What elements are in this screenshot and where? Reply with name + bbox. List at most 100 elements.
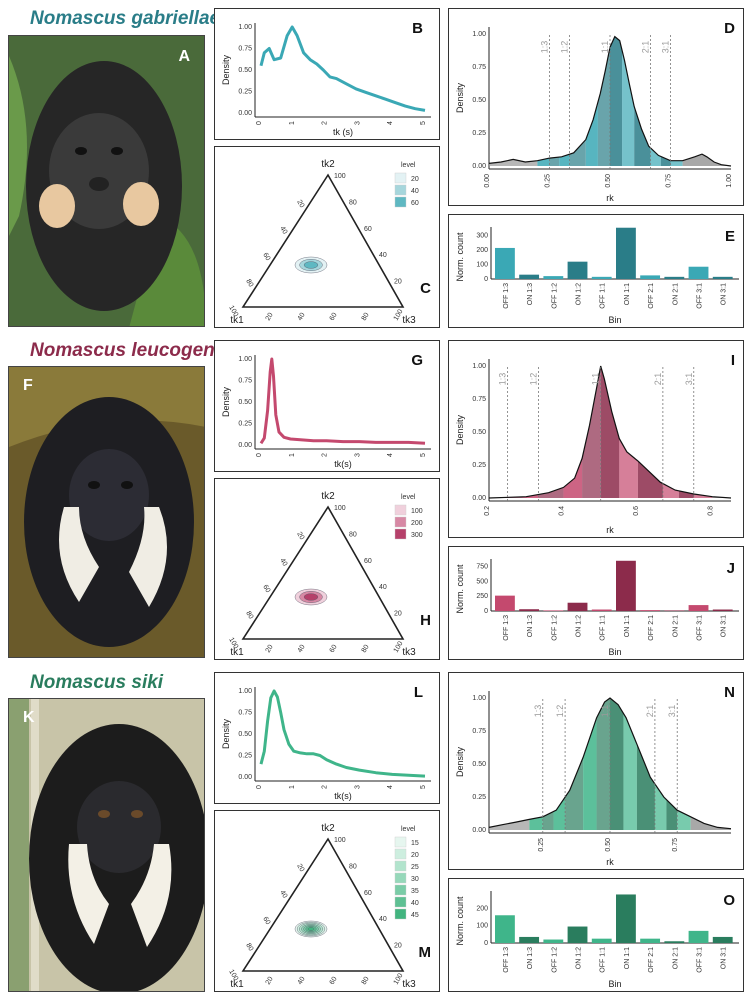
x-tick-label: ON 1:3: [527, 947, 534, 969]
ternary-tick: 60: [329, 312, 339, 322]
ternary-tick: 100: [334, 837, 346, 844]
x-tick-label: OFF 1:3: [503, 283, 510, 309]
y-tick-label: 0.75: [472, 396, 486, 403]
x-tick-label: 3: [354, 121, 361, 125]
area-segment: [690, 698, 731, 830]
x-axis-label: tk(s): [334, 791, 352, 801]
x-tick-label: OFF 1:1: [600, 615, 607, 641]
y-tick-label: 300: [476, 233, 488, 240]
ratio-label: 1:2: [555, 705, 565, 718]
legend-label: 60: [411, 200, 419, 207]
x-tick-label: 3: [354, 453, 361, 457]
ternary-tick: 80: [361, 312, 371, 322]
y-tick-label: 200: [476, 905, 488, 912]
bar: [591, 609, 612, 611]
y-tick-label: 0.75: [238, 378, 252, 385]
x-tick-label: 0.2: [484, 506, 491, 516]
area-segment: [619, 366, 638, 498]
panel-letter: H: [420, 612, 431, 629]
ternary-tick: 100: [227, 637, 239, 651]
ternary-triangle: [241, 505, 405, 640]
y-tick-label: 0.25: [472, 794, 486, 801]
ternary-tick: 40: [379, 584, 387, 591]
y-tick-label: 750: [476, 564, 488, 571]
bar: [495, 595, 515, 611]
x-tick-label: 1: [289, 785, 296, 789]
ratio-label: 3:1: [684, 373, 694, 386]
photo-letter-F: F: [23, 377, 33, 394]
ternary-top-label: tk2: [321, 159, 335, 170]
x-tick-label: 4: [387, 453, 394, 457]
y-tick-label: 0.00: [238, 442, 252, 449]
y-axis-label: Density: [221, 386, 231, 417]
panel-letter: C: [420, 280, 431, 297]
x-axis-label: Bin: [608, 647, 621, 657]
y-tick-label: 1.00: [238, 356, 252, 363]
x-tick-label: 2: [322, 453, 329, 457]
ternary-tick: 100: [393, 972, 405, 986]
photo-letter-K: K: [23, 709, 35, 726]
bar: [519, 274, 540, 279]
y-tick-label: 0.25: [238, 421, 252, 428]
y-axis-label: Density: [455, 414, 465, 445]
x-tick-label: 0: [256, 121, 263, 125]
x-tick-label: OFF 1:3: [503, 947, 510, 973]
rk-panel-I: 0.00 0.25 0.50 0.75 1.00 0.2 0.4 0.6 0.8 rk Densit…: [448, 340, 744, 538]
gibbon-photo-leucogenys: [9, 367, 204, 657]
bar: [688, 266, 709, 279]
bar: [543, 939, 564, 943]
x-axis-label: tk(s): [334, 459, 352, 469]
bar: [664, 610, 685, 611]
density-panel-L: 0.00 0.25 0.50 0.75 1.00 0 1 2 3 4 5 tk(s) Density L: [214, 672, 440, 804]
ratio-label: 3:1: [661, 41, 671, 54]
ternary-tick: 80: [349, 531, 357, 538]
x-tick-label: 0: [256, 453, 263, 457]
ternary-tick: 60: [261, 916, 271, 926]
y-tick-label: 0.75: [238, 46, 252, 53]
ternary-tick: 100: [227, 969, 239, 983]
ternary-tick: 40: [379, 916, 387, 923]
ratio-label: 1:3: [540, 41, 550, 54]
legend-swatch: [394, 184, 407, 196]
bar: [712, 609, 733, 611]
gibbon-photo-gabriellae: [9, 36, 204, 326]
y-tick-label: 0.50: [238, 67, 252, 74]
ternary-tick: 40: [379, 252, 387, 259]
panel-letter: L: [414, 684, 423, 701]
x-tick-label: OFF 3:1: [697, 615, 704, 641]
y-tick-label: 100: [476, 262, 488, 269]
legend-label: 300: [411, 532, 423, 539]
ternary-tick: 80: [349, 863, 357, 870]
legend-title: level: [401, 162, 416, 169]
y-axis-label: Density: [221, 54, 231, 85]
legend-swatch: [394, 884, 407, 896]
legend-swatch: [394, 872, 407, 884]
legend-swatch: [394, 504, 407, 516]
y-tick-label: 200: [476, 247, 488, 254]
legend-swatch: [394, 836, 407, 848]
y-tick-label: 100: [476, 923, 488, 930]
ternary-tick: 40: [297, 312, 307, 322]
ternary-left-label: tk1: [230, 979, 244, 990]
bar: [616, 227, 636, 279]
ternary-tick: 80: [244, 278, 254, 288]
ratio-label: 2:1: [640, 41, 650, 54]
rk-density-chart: 0.00 0.25 0.50 0.75 1.00 0.25 0.50 0.75 rk Densit…: [455, 684, 735, 867]
gibbon-photo-siki: [9, 699, 204, 991]
ratio-label: 1:3: [498, 373, 508, 386]
panel-letter: J: [727, 560, 735, 577]
x-tick-label: 0.25: [545, 174, 552, 188]
bar: [712, 276, 733, 279]
legend-label: 200: [411, 520, 423, 527]
ternary-tick: 60: [261, 252, 271, 262]
density-chart: 0.00 0.25 0.50 0.75 1.00 0 1 2 3 4 5 tk (s) Density B: [221, 20, 431, 137]
species-title-leucogenys: Nomascus leucogenys: [30, 340, 236, 361]
legend-label: 15: [411, 840, 419, 847]
y-tick-label: 1.00: [238, 688, 252, 695]
x-tick-label: 1: [289, 453, 296, 457]
bar: [688, 930, 709, 943]
y-tick-label: 0.50: [238, 731, 252, 738]
ternary-contour: [303, 593, 319, 601]
rk-panel-N: 0.00 0.25 0.50 0.75 1.00 0.25 0.50 0.75 rk Densit…: [448, 672, 744, 870]
x-tick-label: OFF 1:2: [551, 283, 558, 309]
